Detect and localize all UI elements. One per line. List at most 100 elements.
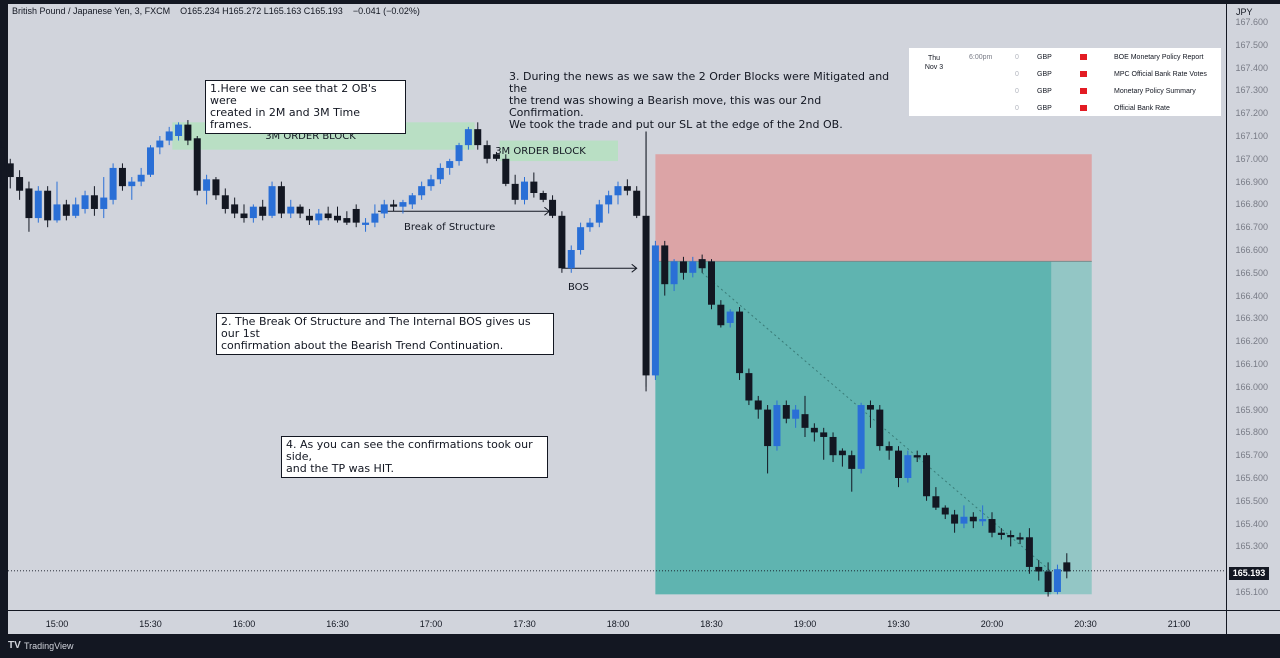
trade-path-line	[701, 272, 1052, 572]
event-impact: 0	[1015, 71, 1019, 78]
bearish-candle	[1016, 537, 1024, 540]
bearish-candle	[1063, 562, 1071, 572]
price-tick-label: 167.600	[1235, 17, 1268, 27]
bullish-candle	[34, 190, 42, 219]
bullish-candle	[427, 179, 435, 187]
bullish-candle	[857, 405, 865, 469]
time-tick-label: 15:30	[139, 619, 162, 629]
currency-label: JPY	[1236, 7, 1253, 17]
time-tick-label: 19:30	[887, 619, 910, 629]
time-tick-label: 16:00	[232, 619, 256, 629]
bullish-candle	[268, 186, 276, 216]
order-block-label-1: 3M ORDER BLOCK	[265, 131, 356, 142]
bullish-candle	[521, 181, 528, 200]
bullish-candle	[408, 195, 416, 205]
bearish-candle	[212, 179, 220, 196]
arrow-right-icon	[631, 263, 638, 273]
event-row[interactable]: 6:00pm 0 GBP BOE Monetary Policy Report	[909, 49, 1221, 66]
bearish-candle	[296, 206, 304, 214]
event-impact: 0	[1015, 88, 1019, 95]
event-row[interactable]: 0 GBP Monetary Policy Summary	[909, 83, 1221, 100]
bearish-candle	[511, 183, 519, 200]
take-profit-filled	[655, 261, 1052, 595]
price-tick-label: 165.900	[1235, 404, 1268, 415]
bullish-candle	[418, 186, 426, 196]
bearish-candle	[240, 213, 248, 219]
bearish-candle	[530, 181, 538, 193]
event-impact: 0	[1015, 54, 1019, 61]
bearish-candle	[502, 158, 510, 184]
bearish-candle	[848, 455, 856, 469]
price-tick-label: 167.200	[1235, 108, 1268, 119]
bearish-candle	[623, 186, 631, 191]
bullish-candle	[203, 179, 211, 191]
bullish-candle	[380, 204, 388, 214]
time-tick-label: 16:30	[326, 619, 349, 629]
bearish-candle	[305, 215, 313, 221]
annotation-2: 2. The Break Of Structure and The Intern…	[216, 313, 554, 355]
price-tick-label: 165.300	[1235, 541, 1268, 552]
event-title: BOE Monetary Policy Report	[1114, 54, 1204, 61]
footer-bar: TV TradingView	[0, 634, 1280, 658]
bearish-candle	[876, 409, 884, 447]
stop-loss-zone	[655, 154, 1092, 262]
bearish-candle	[941, 507, 949, 515]
time-tick-label: 17:30	[513, 619, 536, 629]
bullish-candle	[156, 140, 164, 148]
bearish-candle	[754, 400, 762, 410]
bearish-candle	[679, 261, 687, 273]
bearish-candle	[642, 215, 650, 376]
bearish-candle	[951, 514, 959, 524]
bearish-candle	[1044, 571, 1052, 592]
bearish-candle	[923, 455, 931, 497]
bearish-candle	[988, 519, 996, 533]
bearish-candle	[764, 409, 772, 447]
price-tick-label: 166.800	[1235, 199, 1268, 210]
uk-flag-icon	[1080, 54, 1087, 60]
time-tick-label: 18:00	[606, 619, 630, 629]
event-currency: GBP	[1037, 88, 1052, 95]
time-tick-label: 17:00	[419, 619, 443, 629]
uk-flag-icon	[1080, 71, 1087, 77]
bullish-candle	[904, 455, 912, 478]
bullish-candle	[371, 213, 379, 223]
bullish-candle	[689, 261, 697, 273]
price-tick-label: 166.900	[1235, 176, 1268, 187]
bullish-candle	[137, 174, 145, 182]
bearish-candle	[969, 516, 977, 522]
bearish-candle	[736, 311, 744, 374]
bullish-candle	[100, 197, 108, 209]
time-tick-label: 20:30	[1074, 619, 1097, 629]
bullish-candle	[399, 202, 407, 207]
bullish-candle	[960, 516, 968, 524]
event-row[interactable]: 0 GBP Official Bank Rate	[909, 100, 1221, 117]
bearish-candle	[474, 129, 482, 146]
bearish-candle	[782, 405, 790, 419]
annotation-1: 1.Here we can see that 2 OB's were creat…	[205, 80, 406, 134]
bullish-candle	[53, 204, 61, 221]
bearish-candle	[44, 190, 52, 221]
bearish-candle	[62, 204, 70, 216]
bearish-candle	[829, 436, 837, 456]
event-currency: GBP	[1037, 54, 1052, 61]
bullish-candle	[109, 167, 117, 200]
event-row[interactable]: 0 GBP MPC Official Bank Rate Votes	[909, 66, 1221, 83]
bearish-candle	[492, 154, 500, 159]
bearish-candle	[90, 195, 98, 209]
bearish-candle	[913, 455, 921, 458]
bullish-candle	[165, 131, 173, 141]
bearish-candle	[184, 124, 192, 141]
bearish-candle	[483, 145, 491, 159]
bearish-candle	[1007, 535, 1015, 538]
bullish-candle	[315, 213, 323, 221]
bearish-candle	[1035, 566, 1043, 572]
bullish-candle	[586, 222, 594, 228]
event-title: MPC Official Bank Rate Votes	[1114, 71, 1207, 78]
price-tick-label: 166.200	[1235, 336, 1268, 347]
price-tick-label: 165.800	[1235, 427, 1268, 438]
bearish-candle	[0, 147, 5, 171]
bearish-candle	[820, 432, 828, 437]
price-tick-label: 165.500	[1235, 495, 1268, 506]
price-tick-label: 166.400	[1235, 290, 1268, 301]
bearish-candle	[549, 199, 557, 216]
